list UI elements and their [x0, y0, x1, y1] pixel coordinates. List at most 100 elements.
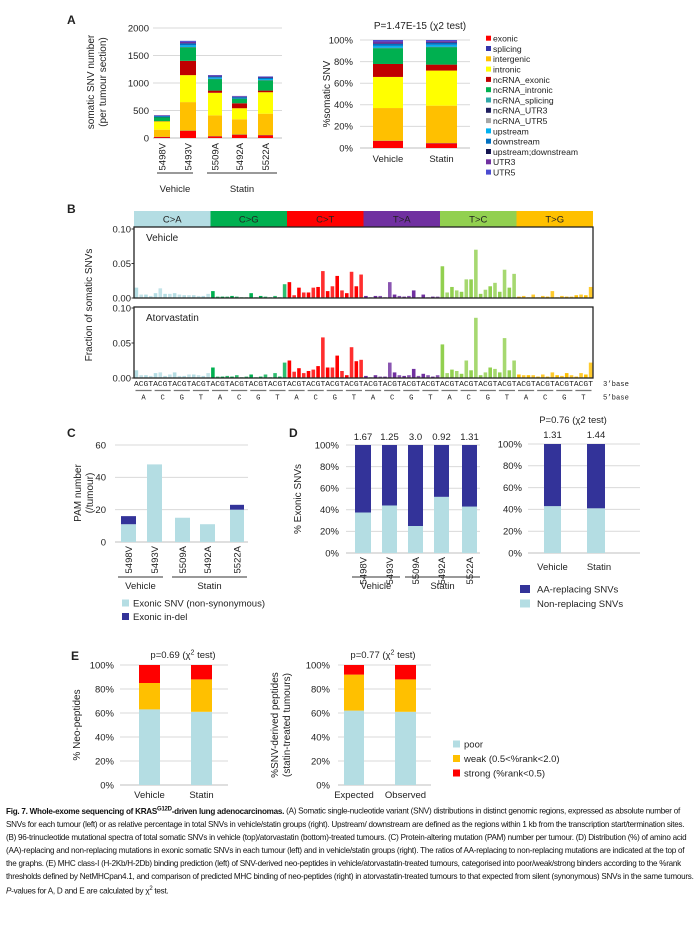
bar-segment — [544, 444, 561, 507]
legend-swatch — [486, 66, 491, 72]
spectrum-bar — [201, 295, 206, 298]
spectrum-panel-atorvastatin: 0.00 0.05 0.10 Atorvastatin — [113, 303, 594, 384]
legend-label: ncRNA_splicing — [493, 95, 554, 105]
y-tick-label: 40% — [320, 505, 340, 516]
bar-segment — [355, 445, 371, 513]
spectrum-bar — [431, 296, 435, 298]
bar-segment — [232, 98, 247, 104]
spectrum-bar — [330, 367, 335, 378]
spectrum-bar — [321, 337, 325, 378]
base5-letter: A — [371, 395, 376, 403]
bar-segment — [373, 43, 403, 46]
x-tick-label: 5522A — [261, 142, 272, 170]
spectrum-bar — [230, 376, 234, 378]
spectrum-bar — [397, 375, 402, 378]
bar-segment — [208, 136, 222, 138]
spectrum-bar — [344, 375, 349, 378]
legend-label: poor — [464, 739, 483, 750]
spectrum-bar — [478, 293, 483, 298]
legend-swatch — [486, 149, 491, 154]
spectrum-bar — [488, 286, 492, 298]
spectrum-bar — [550, 291, 555, 298]
mutation-type-label: C>G — [239, 215, 259, 226]
y-tick-label: 60% — [311, 708, 331, 719]
spectrum-bar — [502, 269, 507, 298]
spectrum-bar — [211, 291, 215, 298]
bar-segment — [121, 524, 136, 542]
y-tick-label: 20% — [334, 122, 354, 133]
bar-segment — [232, 96, 247, 98]
spectrum-bar — [182, 375, 186, 378]
spectrum-bar — [191, 295, 196, 298]
legend-label: strong (%rank<0.5) — [464, 768, 545, 779]
spectrum-bar — [287, 282, 292, 298]
spectrum-bar — [301, 373, 306, 378]
y-tick-label: 0.00 — [113, 293, 132, 304]
group-label: Vehicle — [361, 581, 392, 592]
base5-letter: A — [447, 395, 452, 403]
x-tick-label: 5509A — [411, 556, 422, 584]
spectrum-bar — [230, 295, 234, 298]
spectrum-bar — [134, 287, 139, 298]
a_counts-chart: 0 500 1000 1500 2000 5498V 5493V 5509A 5492A 5522… — [128, 23, 282, 195]
y-tick-label: 0.10 — [113, 303, 132, 314]
x-tick-label: 5498V — [359, 556, 370, 584]
spectrum-bar — [273, 295, 277, 298]
spectrum-bar — [512, 360, 516, 378]
bar-segment — [355, 512, 371, 553]
bar-segment — [462, 445, 477, 507]
spectrum-bar — [168, 293, 172, 298]
legend-swatch — [486, 46, 491, 51]
bar-segment — [139, 683, 160, 710]
spectrum-bar — [383, 376, 387, 378]
spectrum-bar — [411, 368, 416, 378]
spectrum-bar — [497, 372, 502, 378]
spectrum-bar — [402, 296, 406, 298]
legend-label: Exonic SNV (non-synonymous) — [133, 598, 265, 609]
spectrum-bar — [316, 366, 320, 378]
y-tick-label: 80% — [311, 684, 331, 695]
y-tick-label: 500 — [133, 106, 149, 117]
spectrum-bar — [301, 292, 306, 298]
ratio-label: 1.67 — [354, 432, 373, 443]
bar-segment — [208, 90, 222, 93]
mutation-type-label: T>G — [545, 215, 564, 226]
base5-letter: T — [352, 395, 357, 403]
bar-segment — [180, 45, 196, 47]
spectrum-bar — [550, 372, 555, 378]
spectrum-bar — [148, 295, 153, 298]
bar-segment — [395, 679, 416, 712]
bar-segment — [208, 75, 222, 76]
spectrum-bar — [579, 294, 583, 298]
spectrum-bar — [574, 295, 579, 298]
legend-swatch — [486, 56, 491, 62]
bar-segment — [373, 48, 403, 64]
plot-frame — [133, 226, 594, 299]
spectrum-bar — [454, 371, 459, 378]
spectrum-bar — [163, 293, 167, 298]
spectrum-bar — [507, 287, 512, 298]
spectrum-bar — [225, 296, 230, 298]
spectrum-bar — [206, 293, 210, 298]
spectrum-bar — [421, 294, 426, 298]
legend-swatch — [486, 87, 491, 93]
bar-segment — [544, 506, 561, 553]
y-tick-label: 80% — [334, 57, 354, 68]
bar-segment — [154, 117, 170, 122]
spectrum-bar — [153, 293, 158, 298]
spectrum-bar — [278, 376, 282, 378]
spectrum-bar — [172, 372, 177, 378]
y-tick-label: 20% — [95, 756, 115, 767]
bar-segment — [180, 43, 196, 46]
spectrum-bar — [517, 374, 521, 378]
y-tick-label: 40 — [95, 473, 106, 484]
caption-body3: test. — [152, 886, 169, 896]
spectrum-bar — [330, 286, 335, 298]
spectrum-bar — [464, 279, 469, 298]
spectrum-bar — [512, 273, 516, 298]
bar-segment — [180, 40, 196, 42]
y-tick-label: 100% — [329, 35, 354, 46]
bar-segment — [426, 40, 457, 42]
bar-segment — [180, 75, 196, 103]
spectrum-bar — [354, 361, 359, 378]
